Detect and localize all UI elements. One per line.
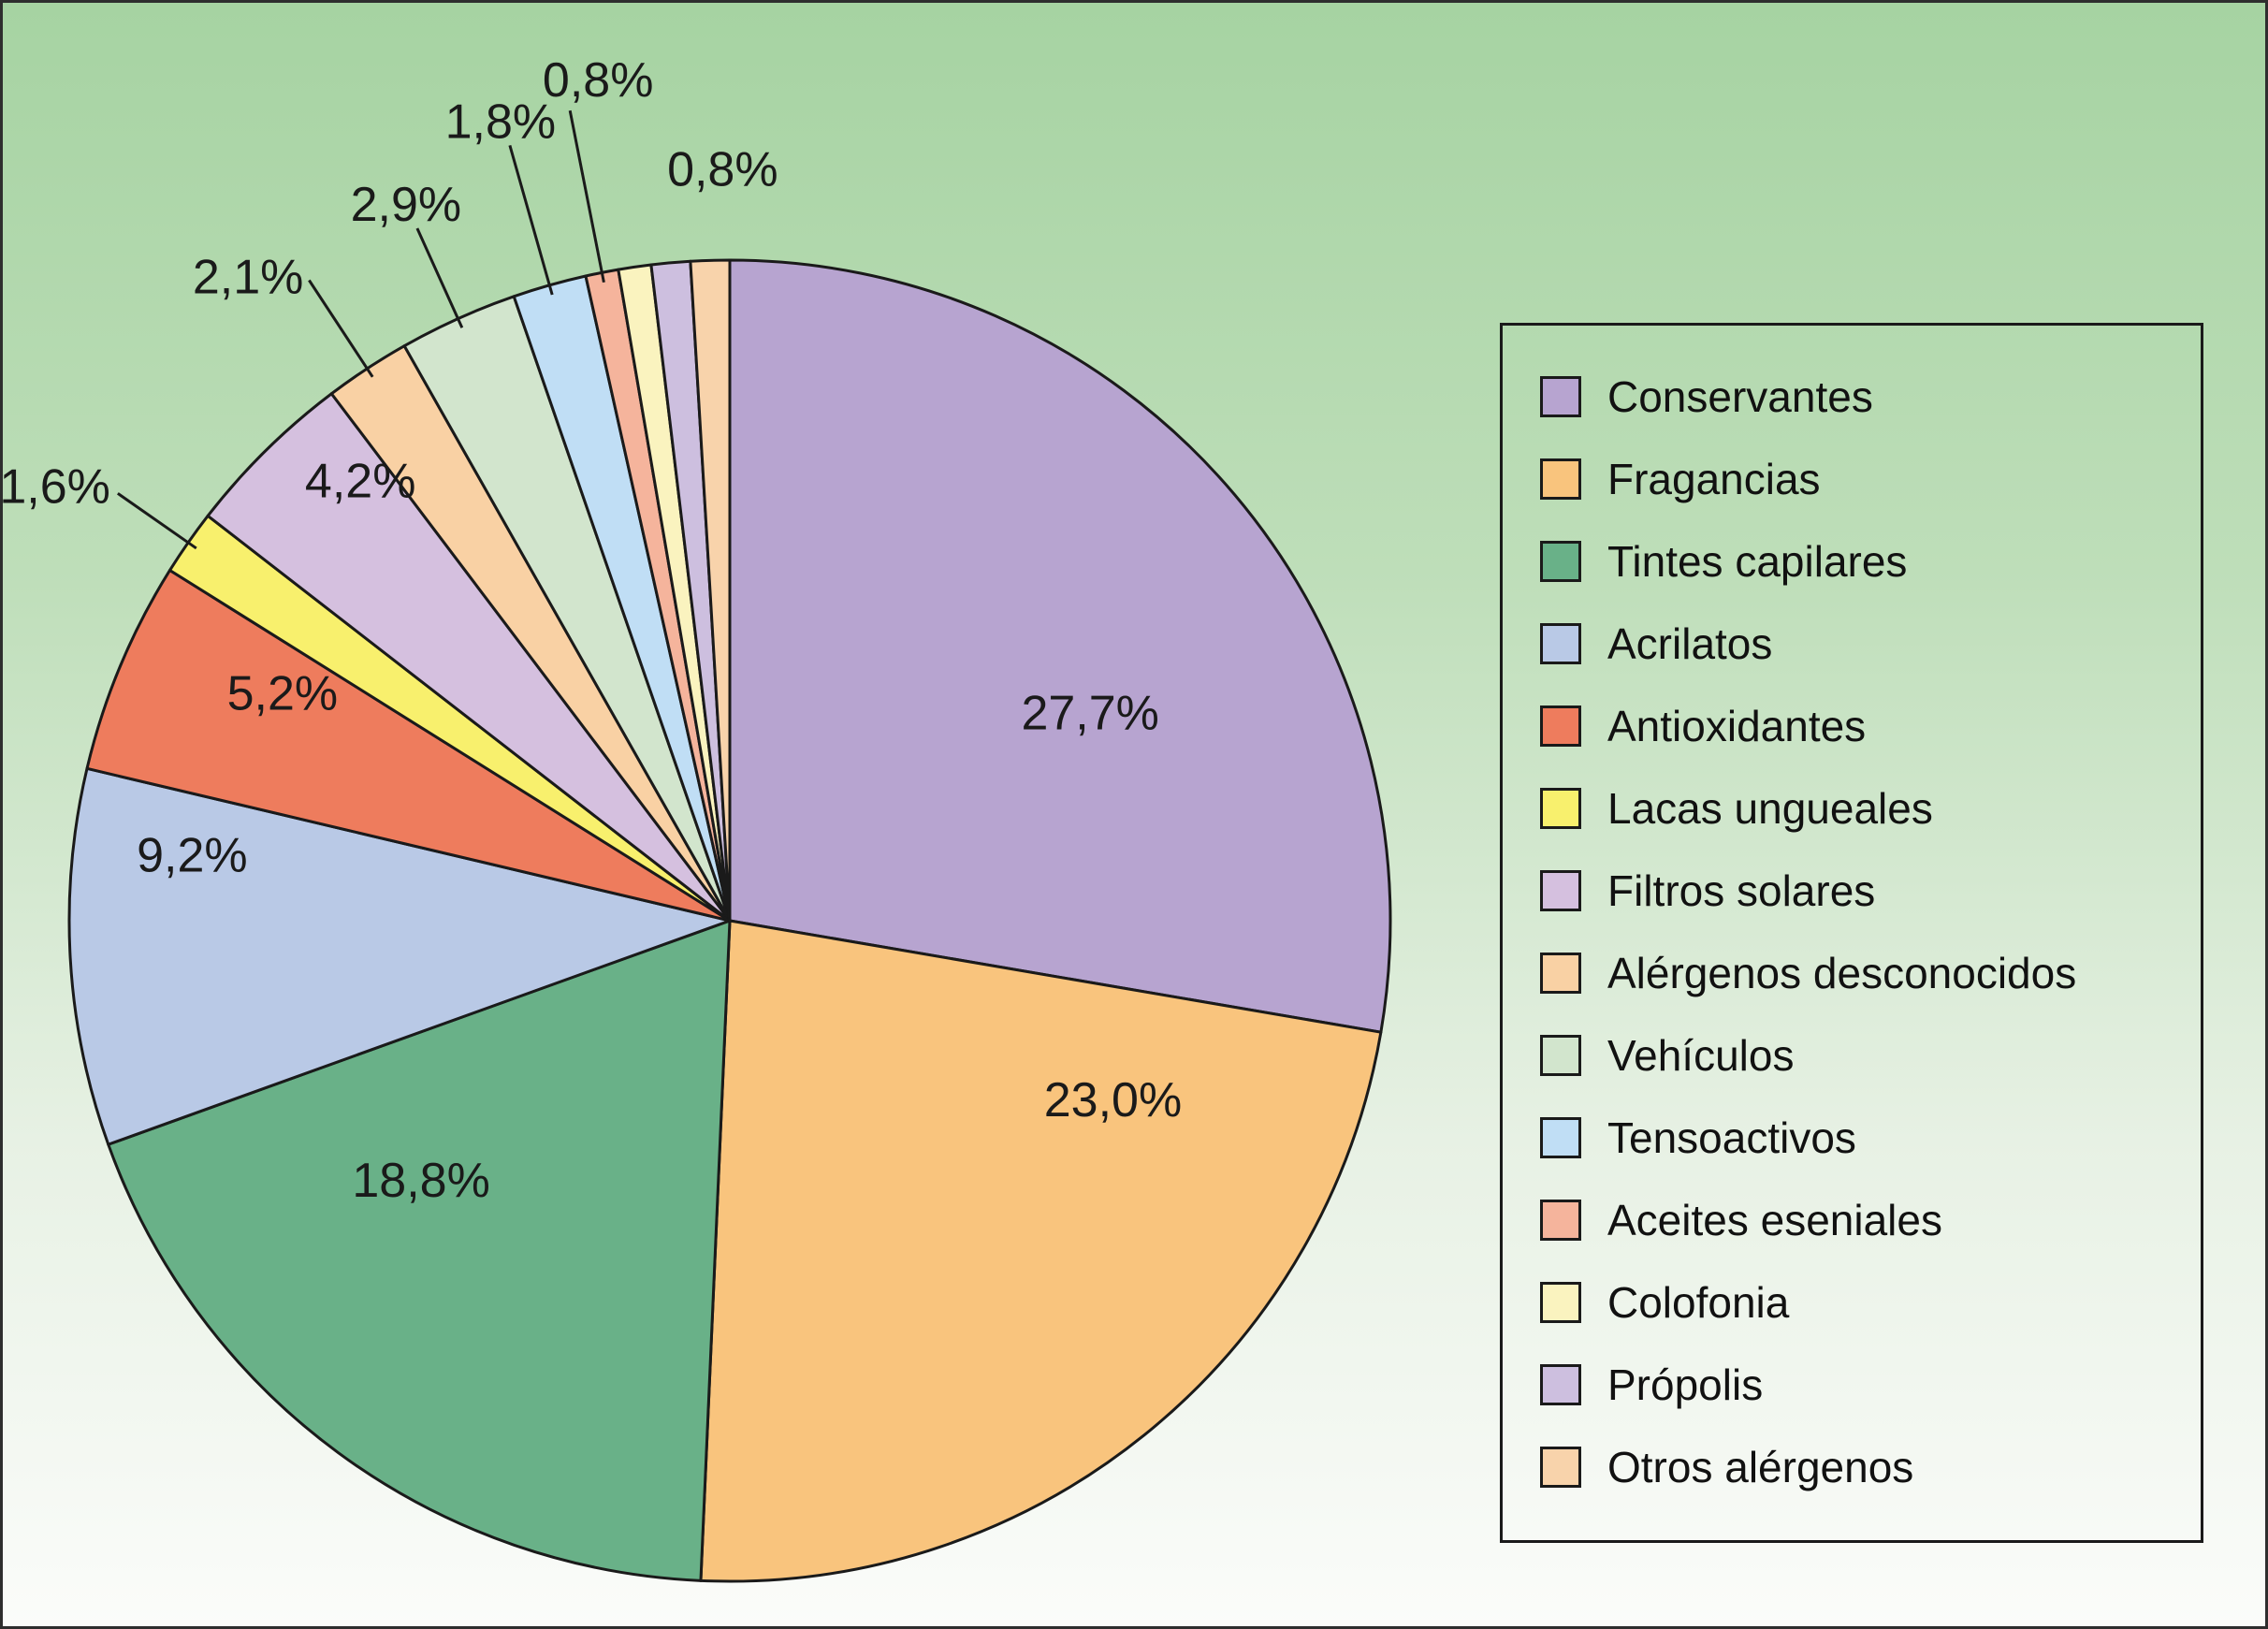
legend-label-tensoactivos: Tensoactivos (1607, 1113, 1856, 1162)
legend-label-acrilatos: Acrilatos (1607, 619, 1773, 668)
legend-swatch-fragancias (1540, 458, 1581, 500)
legend-swatch-alergenos-desconocidos (1540, 953, 1581, 994)
legend-label-fragancias: Fragancias (1607, 455, 1821, 503)
legend-swatch-otros-alergenos (1540, 1447, 1581, 1488)
pie-slice-acrilatos (67, 766, 732, 1146)
legend-label-vehiculos: Vehículos (1607, 1031, 1795, 1080)
legend-item-vehiculos: Vehículos (1540, 1014, 2201, 1097)
legend-swatch-antioxidantes (1540, 705, 1581, 747)
legend-label-otros-alergenos: Otros alérgenos (1607, 1443, 1914, 1491)
legend-item-conservantes: Conservantes (1540, 356, 2201, 438)
legend-label-alergenos-desconocidos: Alérgenos desconocidos (1607, 949, 2077, 997)
legend-label-lacas-ungueales: Lacas ungueales (1607, 784, 1933, 833)
pie-callout-line-lacas-ungueales (116, 492, 197, 550)
pie-label-filtros-solares: 4,2% (305, 454, 416, 508)
pie-label-colofonia: 0,8% (667, 143, 778, 197)
legend-item-otros-alergenos: Otros alérgenos (1540, 1426, 2201, 1508)
pie-slice-antioxidantes (85, 568, 732, 923)
pie-slice-tintes-capilares (107, 919, 732, 1582)
legend-item-fragancias: Fragancias (1540, 438, 2201, 520)
legend-swatch-lacas-ungueales (1540, 788, 1581, 829)
legend-swatch-tensoactivos (1540, 1117, 1581, 1158)
legend-swatch-aceites-eseniales (1540, 1200, 1581, 1241)
legend-swatch-filtros-solares (1540, 870, 1581, 911)
legend-label-conservantes: Conservantes (1607, 372, 1873, 421)
pie-label-acrilatos: 9,2% (137, 828, 248, 882)
pie-label-tintes-capilares: 18,8% (352, 1154, 489, 1208)
pie-label-vehiculos: 2,9% (351, 178, 462, 232)
legend-swatch-propolis (1540, 1364, 1581, 1405)
legend-item-filtros-solares: Filtros solares (1540, 850, 2201, 932)
legend-swatch-acrilatos (1540, 623, 1581, 664)
pie-label-antioxidantes: 5,2% (227, 666, 339, 720)
pie-label-conservantes: 27,7% (1021, 687, 1158, 741)
legend-item-aceites-eseniales: Aceites eseniales (1540, 1179, 2201, 1261)
pie-callout-line-vehiculos (415, 227, 464, 328)
legend-swatch-vehiculos (1540, 1035, 1581, 1076)
legend-label-colofonia: Colofonia (1607, 1278, 1790, 1327)
legend-label-antioxidantes: Antioxidantes (1607, 702, 1867, 750)
legend-item-propolis: Própolis (1540, 1344, 2201, 1426)
pie-slice-fragancias (699, 919, 1383, 1583)
pie-slice-conservantes (728, 258, 1392, 1034)
pie-label-aceites-eseniales: 0,8% (543, 53, 654, 108)
pie-label-alergenos-desconocidos: 2,1% (193, 251, 304, 305)
legend-items: Conservantes Fragancias Tintes capilares Ac… (1540, 356, 2201, 1508)
pie-callout-line-tensoactivos (508, 144, 554, 296)
pie-label-fragancias: 23,0% (1044, 1073, 1182, 1127)
pie-callout-line-aceites-eseniales (568, 109, 605, 284)
legend: Conservantes Fragancias Tintes capilares Ac… (1500, 323, 2203, 1543)
legend-swatch-colofonia (1540, 1282, 1581, 1323)
legend-item-colofonia: Colofonia (1540, 1261, 2201, 1344)
legend-item-tensoactivos: Tensoactivos (1540, 1097, 2201, 1179)
legend-swatch-tintes-capilares (1540, 541, 1581, 582)
legend-item-antioxidantes: Antioxidantes (1540, 685, 2201, 767)
legend-item-alergenos-desconocidos: Alérgenos desconocidos (1540, 932, 2201, 1014)
pie-slice-filtros-solares (206, 392, 732, 923)
legend-item-tintes-capilares: Tintes capilares (1540, 520, 2201, 603)
pie-chart: 27,7% 23,0% 18,8% 9,2% 5,2% 1,6% 4,2% 2,1% 2,9% 1… (3, 53, 1392, 1583)
pie-callout-line-alergenos-desconocidos (308, 279, 374, 378)
legend-item-acrilatos: Acrilatos (1540, 603, 2201, 685)
legend-label-aceites-eseniales: Aceites eseniales (1607, 1196, 1942, 1244)
legend-label-filtros-solares: Filtros solares (1607, 866, 1876, 915)
pie-slice-otros-alergenos (689, 258, 732, 923)
legend-label-propolis: Própolis (1607, 1360, 1764, 1409)
legend-swatch-conservantes (1540, 376, 1581, 417)
pie-label-tensoactivos: 1,8% (445, 95, 557, 149)
legend-item-lacas-ungueales: Lacas ungueales (1540, 767, 2201, 850)
pie-label-lacas-ungueales: 1,6% (3, 459, 110, 514)
legend-label-tintes-capilares: Tintes capilares (1607, 537, 1908, 586)
